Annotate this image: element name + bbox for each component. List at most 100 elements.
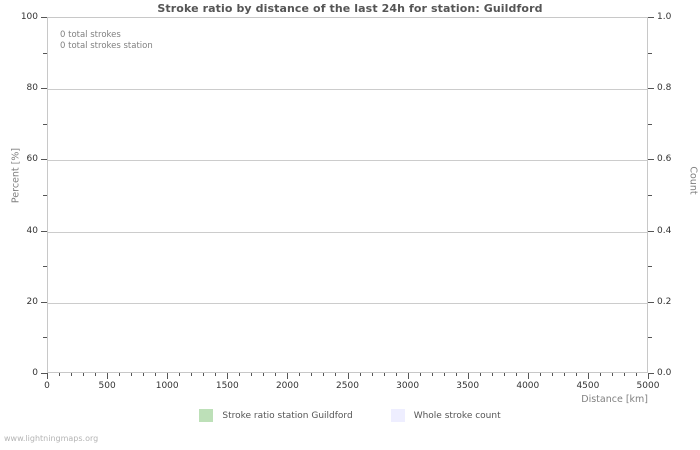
x-tick-major bbox=[107, 373, 109, 379]
y-tick-label-left: 100 bbox=[20, 12, 38, 22]
x-tick-major bbox=[227, 373, 229, 379]
plot-annotations: 0 total strokes 0 total strokes station bbox=[60, 30, 153, 52]
x-tick-minor bbox=[359, 373, 361, 376]
x-tick-minor bbox=[443, 373, 445, 376]
x-tick-minor bbox=[563, 373, 565, 376]
x-tick-minor bbox=[539, 373, 541, 376]
x-tick-minor bbox=[143, 373, 145, 376]
x-tick-major bbox=[587, 373, 589, 379]
legend-swatch bbox=[390, 409, 405, 422]
gridline bbox=[48, 160, 647, 162]
y-tick-major-left bbox=[41, 373, 47, 374]
gridline bbox=[48, 302, 647, 304]
gridlines bbox=[48, 18, 647, 372]
x-tick-minor bbox=[299, 373, 301, 376]
y-tick-label-right: 0.6 bbox=[657, 154, 672, 165]
x-tick-minor bbox=[239, 373, 241, 376]
y-tick-label-right: 0.2 bbox=[657, 296, 672, 307]
y-tick-minor-right bbox=[648, 337, 652, 339]
x-tick-minor bbox=[515, 373, 517, 376]
legend-swatch bbox=[199, 409, 214, 422]
x-tick-label: 2500 bbox=[336, 381, 359, 391]
y-tick-minor-left bbox=[43, 52, 47, 54]
y-tick-minor-left bbox=[43, 123, 47, 125]
x-tick-minor bbox=[419, 373, 421, 376]
x-tick-minor bbox=[599, 373, 601, 376]
y-tick-label-left: 40 bbox=[26, 225, 38, 236]
x-tick-minor bbox=[479, 373, 481, 376]
x-tick-major bbox=[527, 373, 529, 379]
legend-label: Stroke ratio station Guildford bbox=[222, 410, 353, 421]
y-tick-minor-left bbox=[43, 266, 47, 268]
x-tick-minor bbox=[155, 373, 157, 376]
plot-annotation-line: 0 total strokes station bbox=[60, 41, 153, 51]
x-tick-minor bbox=[83, 373, 85, 376]
x-tick-minor bbox=[575, 373, 577, 376]
x-tick-minor bbox=[119, 373, 121, 376]
y-tick-major-left bbox=[41, 17, 47, 18]
y-axis-right-ticks bbox=[648, 17, 654, 374]
y-tick-major-left bbox=[41, 230, 47, 232]
y-tick-major-right bbox=[648, 230, 654, 232]
y-tick-label-right: 0.0 bbox=[657, 368, 672, 378]
x-tick-minor bbox=[275, 373, 277, 376]
x-tick-minor bbox=[635, 373, 637, 376]
y-tick-major-right bbox=[648, 301, 654, 303]
x-tick-minor bbox=[491, 373, 493, 376]
x-tick-minor bbox=[191, 373, 193, 376]
x-tick-minor bbox=[383, 373, 385, 376]
watermark: www.lightningmaps.org bbox=[4, 434, 99, 443]
y-tick-minor-left bbox=[43, 337, 47, 339]
x-tick-minor bbox=[59, 373, 61, 376]
y-tick-minor-right bbox=[648, 266, 652, 268]
x-tick-minor bbox=[611, 373, 613, 376]
x-tick-minor bbox=[71, 373, 73, 376]
x-tick-minor bbox=[395, 373, 397, 376]
x-axis-title: Distance [km] bbox=[581, 394, 648, 405]
x-tick-minor bbox=[455, 373, 457, 376]
x-tick-major bbox=[467, 373, 469, 379]
x-tick-major bbox=[648, 373, 649, 379]
x-tick-label: 3000 bbox=[396, 381, 420, 391]
y-tick-major-right bbox=[648, 17, 654, 18]
x-tick-minor bbox=[431, 373, 433, 376]
x-tick-minor bbox=[251, 373, 253, 376]
chart-legend: Stroke ratio station Guildford Whole stro… bbox=[0, 409, 700, 422]
x-tick-major bbox=[407, 373, 409, 379]
x-tick-major bbox=[347, 373, 349, 379]
y-tick-minor-right bbox=[648, 123, 652, 125]
y-tick-label-left: 0 bbox=[32, 368, 38, 378]
x-tick-label: 3500 bbox=[456, 381, 480, 391]
x-tick-minor bbox=[371, 373, 373, 376]
x-tick-minor bbox=[131, 373, 133, 376]
x-tick-minor bbox=[335, 373, 337, 376]
y-axis-left-title: Percent [%] bbox=[10, 147, 22, 204]
x-tick-minor bbox=[203, 373, 205, 376]
y-tick-major-right bbox=[648, 373, 654, 374]
plot-annotation-line: 0 total strokes bbox=[60, 30, 121, 40]
x-tick-minor bbox=[503, 373, 505, 376]
x-tick-label: 1000 bbox=[155, 381, 179, 391]
plot-area: 0 total strokes 0 total strokes station bbox=[47, 17, 648, 373]
legend-label: Whole stroke count bbox=[413, 410, 501, 421]
y-axis-right-labels: 0.0 0.2 0.4 0.6 0.8 1.0 bbox=[657, 12, 691, 378]
legend-item[interactable]: Whole stroke count bbox=[390, 409, 501, 422]
x-tick-label: 5000 bbox=[636, 381, 660, 391]
x-tick-minor bbox=[623, 373, 625, 376]
y-tick-label-left: 80 bbox=[26, 83, 38, 94]
x-tick-label: 2000 bbox=[275, 381, 299, 391]
x-tick-label: 500 bbox=[98, 381, 116, 391]
y-axis-left-ticks bbox=[41, 17, 47, 374]
x-tick-major bbox=[167, 373, 169, 379]
y-tick-major-right bbox=[648, 88, 654, 90]
y-tick-minor-left bbox=[43, 195, 47, 196]
y-tick-minor-right bbox=[648, 195, 652, 196]
x-tick-label: 4500 bbox=[576, 381, 600, 391]
y-tick-major-right bbox=[648, 159, 654, 161]
x-tick-minor bbox=[215, 373, 217, 376]
chart-title: Stroke ratio by distance of the last 24h… bbox=[157, 2, 543, 15]
y-tick-label-right: 0.4 bbox=[657, 225, 672, 236]
x-tick-label: 4000 bbox=[516, 381, 540, 391]
y-tick-label-right: 1.0 bbox=[657, 12, 672, 22]
legend-item[interactable]: Stroke ratio station Guildford bbox=[199, 409, 353, 422]
